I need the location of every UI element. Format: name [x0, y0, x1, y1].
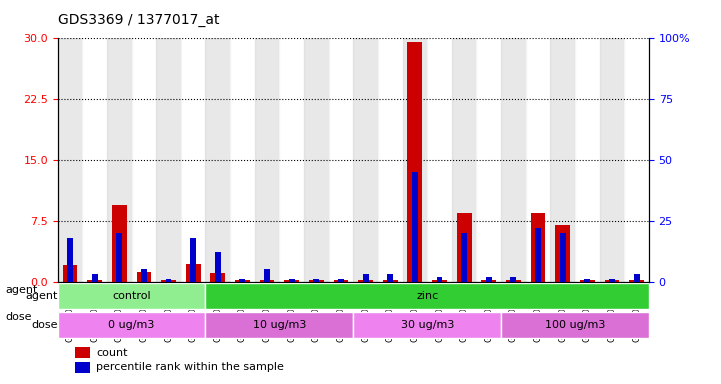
- Bar: [314, 279, 319, 281]
- Bar: [58, 38, 82, 281]
- Bar: [407, 43, 423, 281]
- Bar: [92, 274, 97, 281]
- Bar: [107, 38, 132, 281]
- FancyBboxPatch shape: [58, 312, 205, 338]
- Bar: [629, 280, 644, 281]
- Bar: [215, 252, 221, 281]
- Text: count: count: [96, 348, 128, 358]
- Bar: [363, 274, 368, 281]
- Bar: [264, 269, 270, 281]
- Text: agent: agent: [5, 285, 37, 295]
- Text: agent: agent: [25, 291, 58, 301]
- Bar: [436, 276, 443, 281]
- Bar: [288, 279, 295, 281]
- Bar: [477, 38, 501, 281]
- Bar: [329, 38, 353, 281]
- Bar: [535, 228, 541, 281]
- Bar: [353, 38, 378, 281]
- Bar: [510, 276, 516, 281]
- Bar: [387, 274, 393, 281]
- Bar: [378, 38, 402, 281]
- Text: 100 ug/m3: 100 ug/m3: [545, 320, 605, 330]
- Bar: [67, 238, 73, 281]
- Bar: [87, 280, 102, 281]
- Bar: [402, 38, 427, 281]
- Bar: [309, 280, 324, 281]
- Bar: [255, 38, 280, 281]
- FancyBboxPatch shape: [205, 283, 649, 309]
- Bar: [205, 38, 230, 281]
- Bar: [555, 225, 570, 281]
- Text: 0 ug/m3: 0 ug/m3: [108, 320, 155, 330]
- Bar: [432, 280, 447, 281]
- Bar: [526, 38, 550, 281]
- Bar: [634, 274, 640, 281]
- Bar: [260, 280, 275, 281]
- Bar: [412, 172, 418, 281]
- Bar: [584, 279, 590, 281]
- Bar: [559, 233, 566, 281]
- Bar: [304, 38, 329, 281]
- FancyBboxPatch shape: [205, 312, 353, 338]
- Text: control: control: [112, 291, 151, 301]
- Bar: [501, 38, 526, 281]
- Bar: [338, 279, 344, 281]
- Bar: [116, 233, 123, 281]
- Bar: [580, 280, 595, 281]
- Bar: [334, 280, 348, 281]
- Bar: [230, 38, 255, 281]
- Bar: [112, 205, 127, 281]
- Bar: [186, 264, 200, 281]
- Bar: [181, 38, 205, 281]
- Bar: [131, 38, 156, 281]
- Bar: [141, 269, 147, 281]
- Bar: [575, 38, 600, 281]
- Bar: [457, 213, 472, 281]
- Bar: [600, 38, 624, 281]
- Bar: [166, 279, 172, 281]
- Bar: [482, 280, 496, 281]
- Bar: [82, 38, 107, 281]
- Bar: [76, 347, 90, 358]
- Bar: [452, 38, 477, 281]
- Bar: [162, 280, 176, 281]
- Text: 30 ug/m3: 30 ug/m3: [400, 320, 454, 330]
- Bar: [239, 279, 245, 281]
- Bar: [76, 362, 90, 373]
- Bar: [235, 280, 249, 281]
- Text: dose: dose: [31, 320, 58, 330]
- Text: 10 ug/m3: 10 ug/m3: [252, 320, 306, 330]
- Bar: [156, 38, 181, 281]
- Bar: [531, 213, 546, 281]
- Bar: [486, 276, 492, 281]
- Bar: [604, 280, 619, 281]
- Bar: [280, 38, 304, 281]
- Bar: [358, 280, 373, 281]
- FancyBboxPatch shape: [501, 312, 649, 338]
- Bar: [284, 280, 299, 281]
- Text: percentile rank within the sample: percentile rank within the sample: [96, 362, 284, 372]
- Bar: [136, 272, 151, 281]
- Bar: [427, 38, 452, 281]
- Bar: [190, 238, 196, 281]
- Bar: [63, 265, 77, 281]
- Bar: [624, 38, 649, 281]
- Text: dose: dose: [5, 312, 32, 322]
- Bar: [506, 280, 521, 281]
- FancyBboxPatch shape: [58, 283, 205, 309]
- Bar: [461, 233, 467, 281]
- Bar: [609, 279, 615, 281]
- Text: zinc: zinc: [416, 291, 438, 301]
- Text: GDS3369 / 1377017_at: GDS3369 / 1377017_at: [58, 13, 219, 27]
- Bar: [211, 273, 225, 281]
- Bar: [383, 280, 398, 281]
- Bar: [550, 38, 575, 281]
- FancyBboxPatch shape: [353, 312, 501, 338]
